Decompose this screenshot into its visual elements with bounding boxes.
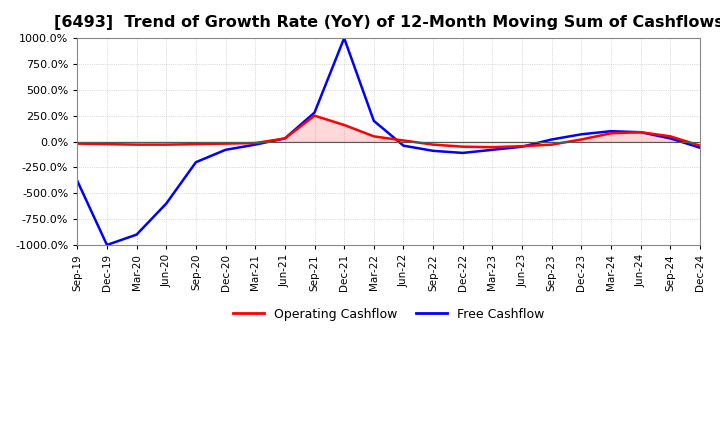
Free Cashflow	[132, 232, 141, 237]
Free Cashflow	[666, 136, 675, 141]
Free Cashflow	[369, 118, 378, 124]
Operating Cashflow	[399, 138, 408, 143]
Line: Operating Cashflow: Operating Cashflow	[77, 116, 700, 147]
Free Cashflow	[459, 150, 467, 156]
Title: [6493]  Trend of Growth Rate (YoY) of 12-Month Moving Sum of Cashflows: [6493] Trend of Growth Rate (YoY) of 12-…	[54, 15, 720, 30]
Operating Cashflow	[103, 142, 112, 147]
Free Cashflow	[577, 132, 585, 137]
Operating Cashflow	[221, 141, 230, 146]
Operating Cashflow	[369, 134, 378, 139]
Free Cashflow	[310, 110, 319, 115]
Free Cashflow	[281, 136, 289, 141]
Operating Cashflow	[577, 137, 585, 142]
Operating Cashflow	[518, 143, 526, 149]
Operating Cashflow	[340, 122, 348, 128]
Operating Cashflow	[162, 142, 171, 147]
Free Cashflow	[636, 130, 645, 135]
Operating Cashflow	[192, 142, 200, 147]
Operating Cashflow	[251, 140, 259, 146]
Free Cashflow	[162, 201, 171, 206]
Operating Cashflow	[310, 113, 319, 118]
Operating Cashflow	[459, 144, 467, 149]
Free Cashflow	[192, 160, 200, 165]
Free Cashflow	[73, 178, 81, 183]
Free Cashflow	[221, 147, 230, 152]
Line: Free Cashflow: Free Cashflow	[77, 38, 700, 245]
Free Cashflow	[547, 137, 556, 142]
Operating Cashflow	[429, 142, 438, 147]
Free Cashflow	[429, 148, 438, 154]
Free Cashflow	[696, 145, 704, 150]
Free Cashflow	[518, 144, 526, 149]
Free Cashflow	[607, 128, 616, 134]
Free Cashflow	[251, 142, 259, 147]
Operating Cashflow	[132, 142, 141, 147]
Operating Cashflow	[488, 145, 497, 150]
Operating Cashflow	[547, 142, 556, 147]
Legend: Operating Cashflow, Free Cashflow: Operating Cashflow, Free Cashflow	[228, 303, 549, 326]
Free Cashflow	[488, 147, 497, 152]
Operating Cashflow	[636, 130, 645, 135]
Operating Cashflow	[281, 136, 289, 141]
Operating Cashflow	[666, 134, 675, 139]
Operating Cashflow	[607, 131, 616, 136]
Free Cashflow	[103, 242, 112, 248]
Free Cashflow	[399, 143, 408, 148]
Free Cashflow	[340, 36, 348, 41]
Operating Cashflow	[73, 141, 81, 146]
Operating Cashflow	[696, 143, 704, 148]
